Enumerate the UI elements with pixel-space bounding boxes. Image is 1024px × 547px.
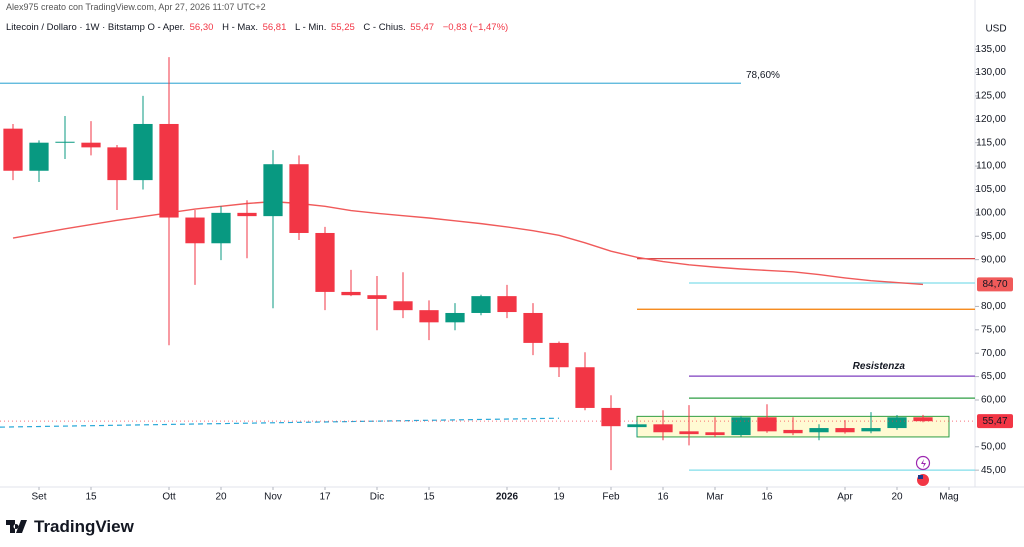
x-tick-label: Ott [162,492,176,503]
annotation: Resistenza [853,361,906,372]
candle-body [341,291,361,296]
x-tick-label: 15 [423,492,435,503]
candle-body [809,428,829,433]
y-tick-label: 125,00 [975,91,1006,102]
x-tick-label: 16 [761,492,773,503]
flag-icon-canton [918,475,923,479]
ma-price-label: 84,70 [982,279,1007,290]
candle-body [107,147,127,181]
candle-body [315,232,335,292]
field-label: C - Chius. [363,22,406,33]
candle-body [705,432,725,436]
field-label: O - Aper. [147,22,186,33]
candle-body [393,301,413,311]
candle-body [887,417,907,429]
y-tick-label: 45,00 [981,465,1006,476]
candle-body [445,312,465,323]
y-tick-label: 110,00 [976,161,1006,172]
field-value: 55,25 [330,22,355,33]
y-tick-label: 100,00 [975,207,1006,218]
y-tick-label: 120,00 [975,114,1006,125]
x-tick-label: Nov [264,492,282,503]
candle-body [237,212,257,217]
x-tick-label: 20 [215,492,227,503]
y-tick-label: 70,00 [981,348,1006,359]
level-label: 78,60% [746,70,780,81]
ohlc-fields: O - Aper. 56,30 H - Max. 56,81 L - Min. … [148,22,443,33]
current-price-tag [977,414,1013,429]
y-tick-label: 135,00 [975,44,1006,55]
x-tick-label: 20 [891,492,903,503]
symbol: Litecoin / Dollaro · 1W · Bitstamp [6,22,145,33]
candle-body [653,424,673,433]
moving-average [12,200,924,286]
y-tick-label: 80,00 [981,301,1006,312]
event-icon-bolt [921,459,926,468]
candle-body [679,431,699,435]
candle-body [601,407,621,427]
change: −0,83 (−1,47%) [442,22,509,33]
candle-body [783,429,803,434]
x-tick-label: Apr [837,492,853,503]
field-value: 55,47 [410,22,435,33]
x-tick-label: 16 [657,492,669,503]
field-label: L - Min. [295,22,327,33]
currency: USD [985,24,1006,35]
candle-body [731,417,751,436]
y-tick-label: 95,00 [981,231,1006,242]
branding: TradingView [34,517,134,536]
x-tick-label: Mag [939,492,958,503]
x-tick-label: Dic [370,492,384,503]
x-tick-label: Set [31,492,46,503]
candle-body [367,295,387,299]
candle-body [263,164,283,217]
y-tick-label: 60,00 [981,395,1006,406]
x-tick-label: Feb [602,492,620,503]
y-tick-label: 75,00 [981,324,1006,335]
x-tick-label: 17 [319,492,331,503]
y-tick-label: 115,00 [976,137,1006,148]
candle-body [159,123,179,218]
candle-body [861,428,881,432]
candle-body [575,367,595,408]
candle-body [211,212,231,244]
candle-body [757,417,777,432]
candle-body [3,128,23,171]
symbol-legend: Litecoin / Dollaro · 1W · Bitstamp O - A… [6,22,514,33]
candle-body [549,342,569,368]
x-tick-label: Mar [706,492,724,503]
y-tick-label: 65,00 [981,371,1006,382]
candle-body [627,424,647,428]
x-tick-label: 19 [553,492,565,503]
trend-line [0,417,560,428]
y-tick-label: 50,00 [981,441,1006,452]
candle-body [913,417,933,422]
candle-body [185,217,205,244]
author-line: Alex975 creato con TradingView.com, Apr … [6,2,266,12]
y-tick-label: 90,00 [981,254,1006,265]
field-value: 56,81 [262,22,287,33]
field-value: 56,30 [189,22,214,33]
candle-body [419,310,439,323]
candle-body [497,296,517,313]
x-tick-label: 2026 [496,492,519,503]
candle-body [523,312,543,343]
x-tick-label: 15 [85,492,97,503]
ma-price-tag [977,277,1013,292]
y-tick-label: 130,00 [975,67,1006,78]
y-tick-label: 105,00 [975,184,1006,195]
field-label: H - Max. [222,22,258,33]
candle-body [289,164,309,233]
candle-body [81,142,101,148]
candle-body [133,123,153,181]
candle-body [835,428,855,433]
candle-body [55,141,75,143]
logo-icon [6,520,27,533]
candle-body [29,142,49,171]
current-price-label: 55,47 [982,416,1007,427]
candle-body [471,296,491,313]
